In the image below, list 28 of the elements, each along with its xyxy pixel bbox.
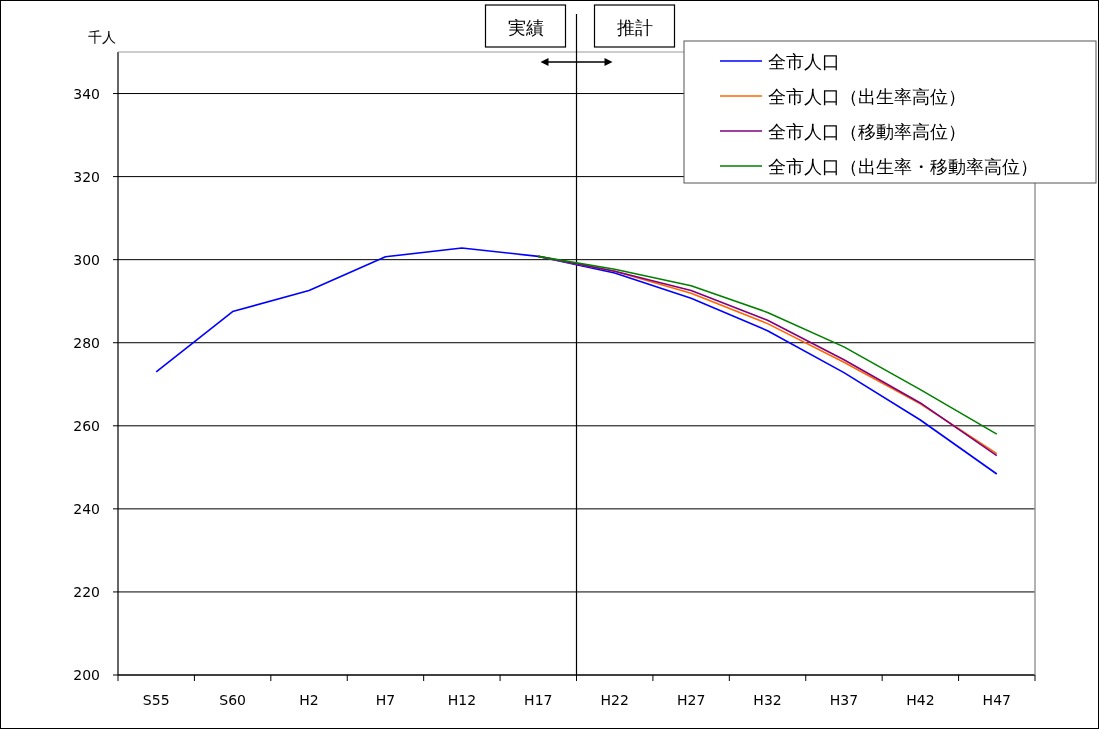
y-tick-label: 320: [73, 168, 100, 185]
y-tick-label: 280: [73, 334, 100, 351]
x-tick-label: H27: [676, 692, 706, 708]
line-series: [155, 247, 998, 475]
y-tick-label: 240: [73, 500, 100, 517]
x-tick-label: S60: [219, 692, 246, 708]
x-tick-label: H42: [906, 692, 935, 708]
y-tick-label: 340: [73, 85, 100, 102]
legend-label: 全市人口（出生率高位）: [768, 86, 966, 107]
legend-label: 全市人口: [768, 51, 840, 72]
x-tick-label: H7: [375, 692, 396, 708]
y-axis-title: 千人: [88, 29, 116, 45]
x-tick-label: S55: [142, 692, 170, 708]
x-tick-label: H47: [982, 692, 1011, 708]
y-tick-label: 260: [73, 417, 100, 434]
x-tick-label: H17: [524, 692, 553, 708]
x-tick-label: H2: [299, 692, 319, 708]
x-tick-label: H37: [829, 692, 859, 708]
y-tick-label: 300: [73, 251, 100, 268]
x-tick-label: H12: [447, 692, 477, 708]
x-tick-label: H22: [600, 692, 629, 708]
legend-label: 全市人口（移動率高位）: [768, 121, 966, 142]
text: 推計: [616, 17, 653, 38]
legend-label: 全市人口（出生率・移動率高位）: [768, 156, 1038, 177]
y-tick-label: 200: [73, 667, 100, 683]
text: 実績: [507, 17, 544, 38]
y-tick-label: 220: [73, 583, 100, 600]
x-tick-label: H32: [753, 692, 782, 708]
